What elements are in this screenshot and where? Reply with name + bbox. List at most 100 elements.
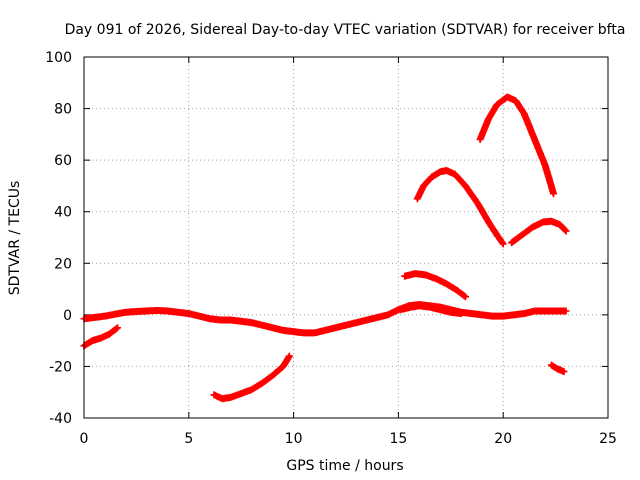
data-point xyxy=(543,163,547,167)
data-point xyxy=(434,277,438,281)
y-axis-label: SDTVAR / TECUs xyxy=(7,181,23,296)
plot-frame xyxy=(83,56,609,419)
data-point xyxy=(418,304,421,308)
data-point xyxy=(135,310,138,313)
data-point xyxy=(229,318,233,322)
data-point xyxy=(239,392,243,395)
y-tick-label: 80 xyxy=(54,102,72,118)
data-point xyxy=(218,318,222,322)
data-point xyxy=(260,381,264,385)
data-point xyxy=(166,309,170,313)
data-point xyxy=(541,220,545,224)
data-point xyxy=(478,138,482,141)
data-point xyxy=(334,326,337,330)
data-point xyxy=(176,310,180,314)
data-point xyxy=(501,242,505,246)
data-point xyxy=(145,309,149,313)
x-tick-label: 20 xyxy=(494,431,512,447)
data-point xyxy=(302,331,306,335)
data-point xyxy=(564,309,568,313)
data-point xyxy=(543,309,547,313)
data-point xyxy=(453,172,457,176)
y-tick-label: 100 xyxy=(45,50,72,66)
data-point xyxy=(187,312,191,315)
data-point xyxy=(399,308,402,312)
data-point xyxy=(99,336,103,340)
x-tick-label: 0 xyxy=(80,431,89,447)
data-point xyxy=(403,274,407,278)
data-point xyxy=(531,225,534,229)
data-point xyxy=(533,309,536,313)
y-tick-label: 20 xyxy=(54,256,72,272)
data-point xyxy=(438,308,442,312)
data-point xyxy=(91,339,94,342)
data-point xyxy=(455,289,459,292)
series-arch-1 xyxy=(413,167,507,248)
data-point xyxy=(281,328,285,332)
data-point xyxy=(313,331,316,335)
data-point xyxy=(124,310,128,314)
data-point xyxy=(288,354,291,358)
data-point xyxy=(562,370,566,373)
data-point xyxy=(487,117,490,121)
data-point xyxy=(208,317,212,321)
data-point xyxy=(93,316,96,319)
x-tick-label: 10 xyxy=(285,431,303,447)
data-point xyxy=(107,332,111,336)
data-point xyxy=(239,319,243,323)
data-point xyxy=(512,313,516,317)
data-point xyxy=(558,223,562,227)
series-drop-track xyxy=(547,361,568,376)
data-point xyxy=(510,241,513,245)
series-late-track-a xyxy=(397,302,465,318)
data-point xyxy=(413,272,417,275)
data-point xyxy=(445,169,448,172)
data-point xyxy=(250,388,254,391)
data-point xyxy=(365,318,369,322)
data-point xyxy=(522,112,526,116)
data-point xyxy=(415,197,419,201)
data-point xyxy=(554,309,557,313)
data-point xyxy=(487,220,490,224)
data-point xyxy=(281,365,285,368)
data-point xyxy=(386,313,390,317)
series-morning-arc xyxy=(210,352,293,403)
x-tick-label: 15 xyxy=(389,431,407,447)
data-point xyxy=(212,393,216,397)
data-point xyxy=(430,175,434,179)
data-point xyxy=(533,138,536,141)
data-point xyxy=(250,321,254,324)
data-point xyxy=(103,314,107,318)
data-point xyxy=(552,192,555,196)
data-point xyxy=(229,396,233,399)
data-point xyxy=(470,312,474,315)
x-tick-labels: 0 5 10 15 20 25 xyxy=(80,431,617,447)
data-point xyxy=(424,273,427,277)
y-tick-label: -20 xyxy=(49,359,72,375)
data-point xyxy=(459,312,463,315)
data-point xyxy=(197,314,201,318)
data-point xyxy=(520,233,524,237)
data-point xyxy=(116,326,119,330)
data-point xyxy=(522,312,526,315)
y-tick-label: 60 xyxy=(54,153,72,169)
data-point xyxy=(556,367,560,371)
data-point xyxy=(564,229,568,233)
data-point xyxy=(156,309,159,312)
data-point xyxy=(438,170,442,174)
y-tick-label: 40 xyxy=(54,205,72,221)
series-early-track xyxy=(80,324,121,350)
data-point xyxy=(271,326,274,330)
data-point xyxy=(476,202,480,206)
series-arch-2 xyxy=(476,93,557,198)
data-point xyxy=(550,219,553,223)
data-point xyxy=(220,397,224,401)
data-point xyxy=(271,374,274,377)
y-tick-label: -40 xyxy=(49,411,72,427)
data-point xyxy=(495,103,499,107)
data-point xyxy=(260,323,264,327)
data-point xyxy=(409,305,413,309)
x-tick-label: 25 xyxy=(599,431,617,447)
